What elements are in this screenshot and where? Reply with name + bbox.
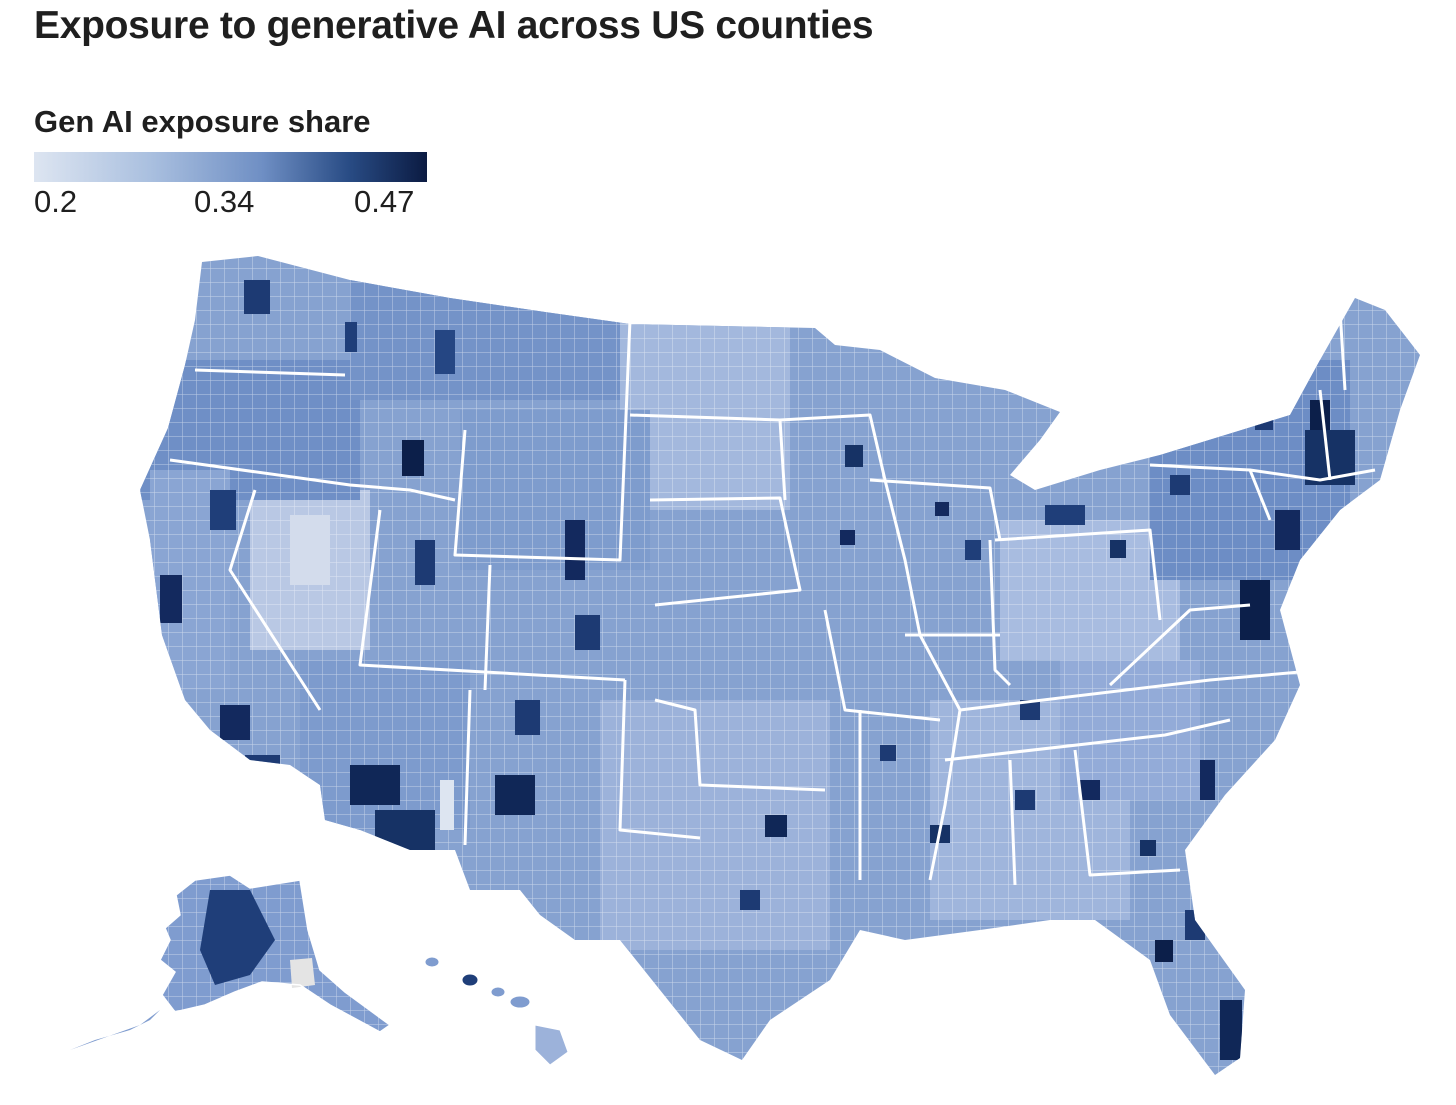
legend-tick-min: 0.2 [34,184,78,219]
us-county-map [0,240,1456,1105]
legend-tick-max: 0.47 [354,184,415,219]
map-svg [70,256,1420,1075]
alaska [70,874,392,1050]
legend-gradient-bar [34,152,427,182]
legend-ticks: 0.2 0.34 0.47 [34,182,428,222]
chart-title: Exposure to generative AI across US coun… [34,4,874,47]
state-borders [169,309,1376,886]
legend-tick-mid: 0.34 [194,184,255,219]
legend-title: Gen AI exposure share [34,104,371,139]
hawaii [424,956,569,1066]
color-legend: Gen AI exposure share 0.2 0.34 0.47 [34,104,428,222]
